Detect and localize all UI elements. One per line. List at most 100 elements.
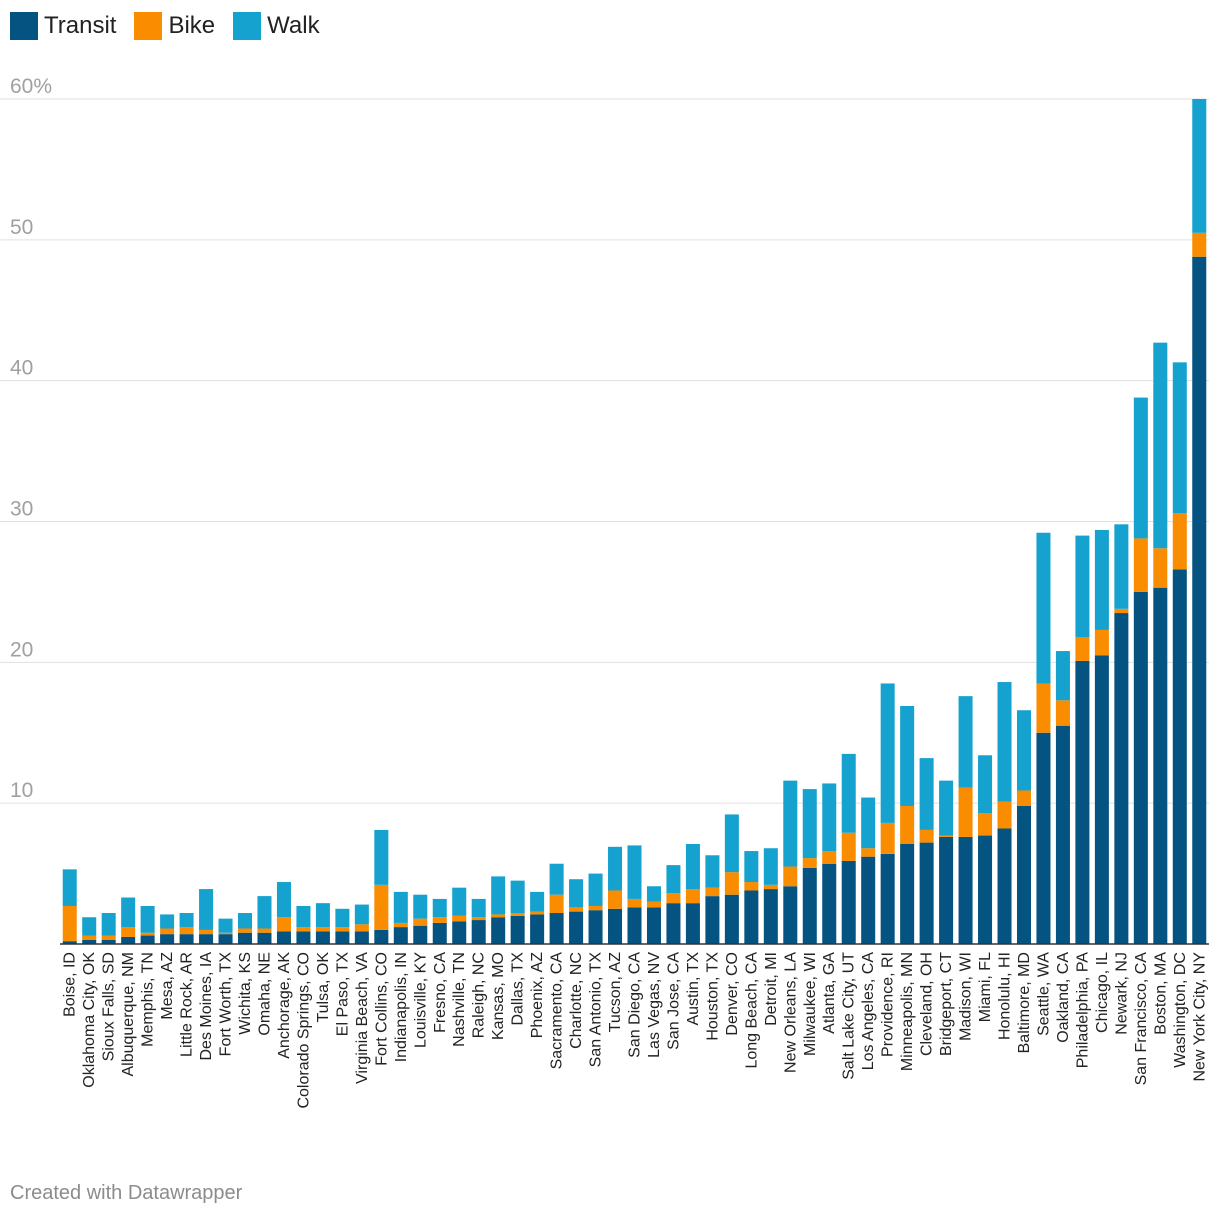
x-tick-label-21: Raleigh, NC bbox=[471, 952, 488, 1038]
x-tick-label-45: Bridgeport, CT bbox=[938, 952, 955, 1056]
x-tick-label-17: Indianapolis, IN bbox=[393, 952, 410, 1062]
bar-bike-42 bbox=[880, 822, 895, 854]
bar-bike-43 bbox=[900, 805, 915, 845]
bar-walk-53 bbox=[1094, 529, 1109, 630]
bar-walk-15 bbox=[354, 904, 369, 925]
bar-bike-29 bbox=[627, 898, 642, 908]
x-tick-label-22: Kansas, MO bbox=[490, 952, 507, 1040]
bar-walk-24 bbox=[530, 891, 545, 912]
x-tick-label-48: Honolulu, HI bbox=[997, 952, 1014, 1040]
bar-transit-30 bbox=[646, 907, 661, 944]
bar-walk-29 bbox=[627, 845, 642, 899]
bar-transit-22 bbox=[491, 917, 506, 944]
x-tick-label-36: Detroit, MI bbox=[763, 952, 780, 1026]
bar-bike-9 bbox=[237, 928, 253, 933]
bar-walk-40 bbox=[841, 753, 856, 833]
bar-walk-3 bbox=[121, 897, 136, 928]
bar-walk-8 bbox=[218, 918, 233, 933]
bar-transit-42 bbox=[880, 853, 895, 944]
bar-bike-20 bbox=[452, 915, 467, 922]
x-tick-label-8: Fort Worth, TX bbox=[218, 952, 235, 1057]
bar-walk-25 bbox=[549, 863, 564, 895]
bar-walk-58 bbox=[1192, 99, 1207, 233]
bar-bike-35 bbox=[744, 882, 759, 891]
x-tick-label-37: New Orleans, LA bbox=[782, 952, 799, 1073]
bar-transit-34 bbox=[724, 894, 739, 944]
bar-walk-48 bbox=[997, 682, 1012, 802]
bar-transit-14 bbox=[335, 931, 350, 944]
x-tick-label-28: Tucson, AZ bbox=[607, 952, 624, 1033]
bar-transit-27 bbox=[588, 910, 603, 944]
bar-bike-21 bbox=[471, 917, 486, 921]
bar-transit-31 bbox=[666, 903, 681, 944]
bar-bike-48 bbox=[997, 801, 1012, 829]
bar-bike-36 bbox=[763, 884, 778, 890]
x-tick-label-44: Cleveland, OH bbox=[919, 952, 936, 1056]
bar-bike-27 bbox=[588, 905, 603, 911]
bar-transit-52 bbox=[1075, 660, 1090, 944]
y-tick-label-40: 40 bbox=[10, 357, 33, 380]
bar-transit-1 bbox=[82, 939, 97, 944]
bar-transit-40 bbox=[841, 860, 856, 944]
bar-walk-0 bbox=[62, 869, 77, 906]
bar-transit-23 bbox=[510, 915, 525, 944]
bar-transit-4 bbox=[140, 935, 155, 944]
legend: Transit Bike Walk bbox=[10, 12, 338, 40]
bar-transit-46 bbox=[958, 836, 973, 944]
bar-bike-15 bbox=[354, 924, 369, 932]
bar-walk-6 bbox=[179, 913, 194, 928]
x-tick-label-52: Philadelphia, PA bbox=[1074, 952, 1091, 1069]
x-tick-label-56: Boston, MA bbox=[1152, 952, 1169, 1035]
bar-walk-37 bbox=[783, 780, 798, 867]
bar-walk-39 bbox=[822, 783, 837, 852]
bar-walk-32 bbox=[685, 844, 700, 890]
legend-swatch-bike bbox=[134, 12, 163, 40]
x-tick-label-53: Chicago, IL bbox=[1094, 952, 1111, 1033]
bar-walk-36 bbox=[763, 848, 778, 885]
bar-transit-38 bbox=[802, 867, 817, 944]
legend-label-bike: Bike bbox=[168, 12, 216, 39]
bar-walk-18 bbox=[413, 894, 428, 919]
bar-walk-47 bbox=[978, 755, 993, 814]
bar-bike-14 bbox=[335, 927, 350, 932]
bar-walk-2 bbox=[101, 913, 116, 936]
x-tick-label-24: Phoenix, AZ bbox=[529, 952, 546, 1039]
bar-bike-18 bbox=[413, 918, 428, 926]
x-tick-label-46: Madison, WI bbox=[958, 952, 975, 1041]
x-tick-label-51: Oakland, CA bbox=[1055, 952, 1072, 1043]
x-tick-label-50: Seattle, WA bbox=[1035, 952, 1052, 1036]
bar-transit-57 bbox=[1172, 569, 1187, 944]
bar-bike-39 bbox=[822, 851, 837, 864]
bar-bike-53 bbox=[1094, 629, 1109, 656]
bar-walk-42 bbox=[880, 683, 895, 823]
x-tick-label-54: Newark, NJ bbox=[1113, 952, 1130, 1035]
x-tick-label-5: Mesa, AZ bbox=[159, 952, 176, 1020]
bar-bike-56 bbox=[1153, 548, 1168, 588]
x-tick-label-33: Houston, TX bbox=[704, 952, 721, 1041]
y-tick-label-60: 60% bbox=[10, 75, 52, 98]
bar-transit-8 bbox=[218, 934, 233, 944]
bar-transit-50 bbox=[1036, 732, 1051, 944]
bar-bike-22 bbox=[491, 914, 506, 918]
bar-transit-5 bbox=[160, 934, 175, 944]
x-tick-label-25: Sacramento, CA bbox=[549, 952, 566, 1070]
bar-walk-5 bbox=[160, 914, 175, 929]
x-tick-label-14: El Paso, TX bbox=[334, 952, 351, 1037]
bar-walk-26 bbox=[569, 879, 584, 908]
bar-walk-30 bbox=[646, 886, 661, 902]
bar-bike-1 bbox=[82, 935, 97, 940]
x-tick-label-30: Las Vegas, NV bbox=[646, 952, 663, 1058]
bar-walk-33 bbox=[705, 855, 720, 888]
x-tick-label-35: Long Beach, CA bbox=[743, 952, 760, 1069]
x-tick-label-9: Wichita, KS bbox=[237, 952, 254, 1035]
bar-transit-9 bbox=[237, 932, 253, 944]
bar-walk-51 bbox=[1055, 651, 1070, 701]
bar-transit-41 bbox=[861, 856, 876, 944]
bar-transit-56 bbox=[1153, 587, 1168, 944]
bar-walk-34 bbox=[724, 814, 739, 873]
x-tick-label-55: San Francisco, CA bbox=[1133, 952, 1150, 1086]
bar-bike-17 bbox=[393, 922, 408, 928]
bar-bike-30 bbox=[646, 901, 661, 908]
bar-bike-6 bbox=[179, 927, 194, 935]
bar-transit-19 bbox=[432, 922, 447, 944]
